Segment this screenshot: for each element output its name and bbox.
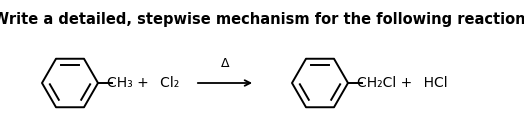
Text: Δ: Δ <box>221 57 230 70</box>
Text: CH₃ +  Cl₂: CH₃ + Cl₂ <box>107 76 179 90</box>
Text: Write a detailed, stepwise mechanism for the following reaction.: Write a detailed, stepwise mechanism for… <box>0 12 524 27</box>
Text: CH₂Cl +  HCl: CH₂Cl + HCl <box>357 76 447 90</box>
